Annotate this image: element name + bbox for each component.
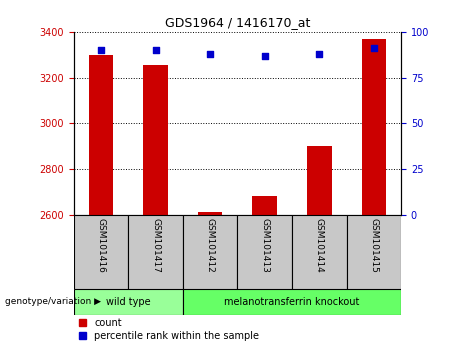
Legend: count, percentile rank within the sample: count, percentile rank within the sample <box>79 318 259 341</box>
Bar <box>198 212 222 215</box>
Point <box>370 46 378 51</box>
Text: melanotransferrin knockout: melanotransferrin knockout <box>225 297 360 307</box>
Text: genotype/variation ▶: genotype/variation ▶ <box>5 297 100 307</box>
Bar <box>292 215 347 289</box>
Bar <box>143 65 168 215</box>
Point <box>97 47 105 53</box>
Bar <box>74 289 183 315</box>
Bar <box>307 146 331 215</box>
Text: GSM101416: GSM101416 <box>96 218 106 273</box>
Bar <box>183 215 237 289</box>
Bar <box>89 55 113 215</box>
Text: GSM101412: GSM101412 <box>206 218 215 273</box>
Bar <box>347 215 401 289</box>
Point <box>315 51 323 57</box>
Point <box>261 53 268 58</box>
Bar <box>74 215 128 289</box>
Title: GDS1964 / 1416170_at: GDS1964 / 1416170_at <box>165 16 310 29</box>
Text: GSM101413: GSM101413 <box>260 218 269 273</box>
Bar <box>361 39 386 215</box>
Point <box>152 47 160 53</box>
Text: wild type: wild type <box>106 297 151 307</box>
Text: GSM101414: GSM101414 <box>315 218 324 273</box>
Bar <box>237 215 292 289</box>
Bar <box>253 196 277 215</box>
Text: GSM101415: GSM101415 <box>369 218 378 273</box>
Bar <box>128 215 183 289</box>
Point <box>207 51 214 57</box>
Bar <box>183 289 401 315</box>
Text: GSM101417: GSM101417 <box>151 218 160 273</box>
